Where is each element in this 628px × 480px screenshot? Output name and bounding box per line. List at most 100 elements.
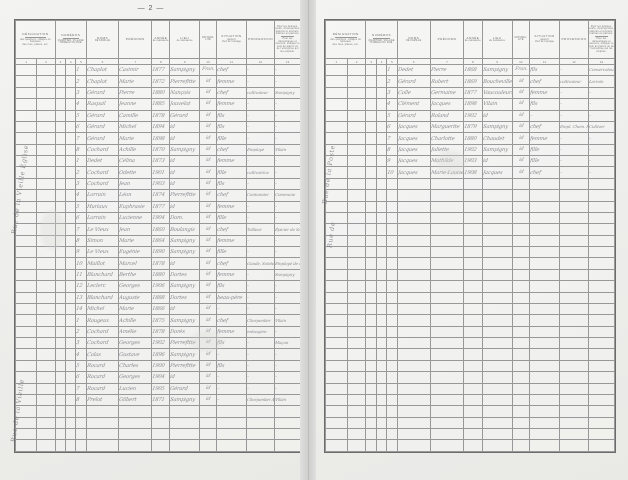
table-row-empty: [14, 439, 301, 452]
cell-numero-individu: [386, 416, 398, 430]
cell-numero-maison: [365, 75, 377, 88]
cell-numero-menage: [65, 359, 77, 373]
cell-lieu-naissance: id: [169, 155, 201, 168]
cell-situation-menage: chef: [216, 86, 247, 100]
cell-nationalite: [511, 314, 530, 327]
cell-nationalite-text: id: [205, 317, 211, 323]
cell-numero-menage: [65, 257, 77, 270]
cell-annee-naissance-text: 1877: [463, 90, 478, 97]
cell-designation-rue: [36, 143, 56, 157]
cell-designation-rue: [346, 64, 367, 77]
cell-profession-text: –: [246, 203, 250, 209]
cell-lieu-naissance-text: id: [169, 374, 176, 381]
cell-designation-quartier: [14, 439, 38, 452]
cell-nom-famille-text: Leclerc: [86, 283, 106, 290]
cell-numero-maison: [365, 177, 377, 191]
cell-numero-individu: 5: [75, 359, 87, 373]
cell-numero-individu: [386, 268, 398, 282]
cell-prenoms: Marguerite: [429, 120, 465, 134]
cell-nom-famille: [396, 246, 431, 259]
cell-designation-rue: [36, 268, 56, 282]
cell-observations: [587, 280, 616, 293]
cell-nom-famille: Cochard: [85, 166, 120, 179]
cell-designation-rue: [346, 439, 367, 452]
cell-annee-naissance: [463, 257, 483, 270]
cell-nom-famille: Lorrain: [85, 189, 120, 202]
cell-numero-menage: [65, 211, 77, 225]
cell-numero-individu-text: 9: [75, 249, 81, 256]
cell-profession: –: [245, 302, 276, 316]
cell-prenoms: Jacques: [429, 98, 465, 111]
cell-profession: [559, 268, 589, 282]
cell-observations: –: [274, 211, 301, 225]
cell-prenoms-text: Gustave: [118, 351, 141, 358]
cell-observations: [587, 371, 616, 384]
table-row: 14 Michel Marie 1866 id id – – –: [14, 302, 301, 316]
cell-prenoms: [429, 382, 465, 395]
cell-annee-naissance: 1902: [463, 143, 483, 157]
cell-annee-naissance-text: 1902: [463, 146, 478, 153]
table-row-empty: [325, 337, 616, 350]
cell-observations: [587, 291, 616, 304]
cell-nom-famille-text: Prelot: [86, 397, 103, 404]
cell-numero-menage: [375, 109, 388, 122]
cell-numero-individu: 7: [75, 382, 87, 395]
cell-profession: –: [559, 155, 589, 168]
table-row: 5 Gérard Roland 1902 id id – – –: [325, 109, 616, 122]
cell-nationalite-text: id: [205, 260, 211, 266]
cell-lieu-naissance: [481, 325, 513, 339]
cell-designation-quartier: [14, 302, 38, 316]
cell-prenoms-text: Lucienne: [118, 215, 143, 222]
cell-lieu-naissance: [481, 234, 513, 248]
cell-observations: [587, 393, 616, 407]
cell-prenoms: Marie: [118, 234, 153, 248]
cell-numero-individu-text: 1: [386, 67, 391, 74]
cell-prenoms: Gustave: [118, 348, 153, 361]
cell-nationalite: id: [199, 291, 218, 304]
cell-annee-naissance: 1870: [151, 143, 171, 157]
cell-numero-menage: [65, 132, 77, 145]
cell-lieu-naissance: Vaucouleurs: [481, 86, 513, 100]
cell-nom-famille: [396, 359, 431, 373]
cell-observations-text: –: [274, 203, 278, 209]
cell-annee-naissance-text: 1878: [151, 328, 166, 335]
cell-lieu-naissance-text: Jouvelot: [169, 101, 192, 108]
cell-profession-text: –: [559, 146, 563, 152]
cell-nom-famille: Gérard: [396, 109, 431, 122]
cell-nom-famille: [396, 405, 431, 418]
table-header-row: DÉSIGNATION des quartiers, villages ou h…: [15, 20, 301, 59]
cell-lieu-naissance-text: id: [169, 124, 176, 131]
cell-designation-rue: [36, 98, 56, 111]
cell-prenoms: Auguste: [118, 291, 153, 304]
cell-situation-menage: [528, 393, 561, 407]
cell-observations: –: [274, 325, 301, 339]
cell-annee-naissance: 1908: [463, 166, 483, 179]
cell-lieu-naissance: Sampigny: [169, 314, 201, 327]
cell-lieu-naissance: Sampigny: [481, 120, 513, 134]
cell-profession: [245, 439, 276, 452]
cell-annee-naissance-text: 1902: [463, 112, 478, 119]
cell-lieu-naissance: Boucheville: [481, 75, 513, 88]
cell-situation-menage: fille: [216, 166, 247, 179]
cell-nom-famille-text: Jacques: [397, 135, 418, 142]
cell-numero-individu: [386, 337, 398, 350]
cell-nom-famille-text: Rocard: [86, 385, 106, 392]
cell-annee-naissance: [151, 405, 171, 418]
cell-numero-individu-text: 6: [386, 124, 391, 131]
cell-nationalite: [511, 234, 530, 248]
cell-lieu-naissance-text: Nançois: [169, 90, 192, 97]
cell-nationalite: id: [199, 337, 218, 350]
cell-numero-individu: 8: [75, 234, 87, 248]
cell-prenoms-text: Marguerite: [430, 124, 460, 131]
cell-nom-famille: Raspail: [85, 98, 120, 111]
cell-prenoms-text: Gilbert: [118, 397, 138, 404]
cell-designation-quartier: [325, 257, 348, 270]
cell-situation-menage-text: fils: [216, 363, 225, 370]
cell-annee-naissance: [463, 359, 483, 373]
cell-situation-menage-text: fille: [216, 249, 227, 256]
cell-numero-maison: [365, 223, 377, 236]
cell-prenoms: Eugénie: [118, 246, 153, 259]
cell-profession-text: Empl. Chem. Fer: [559, 124, 589, 130]
cell-nom-famille: [396, 211, 431, 225]
cell-numero-individu: [386, 314, 398, 327]
